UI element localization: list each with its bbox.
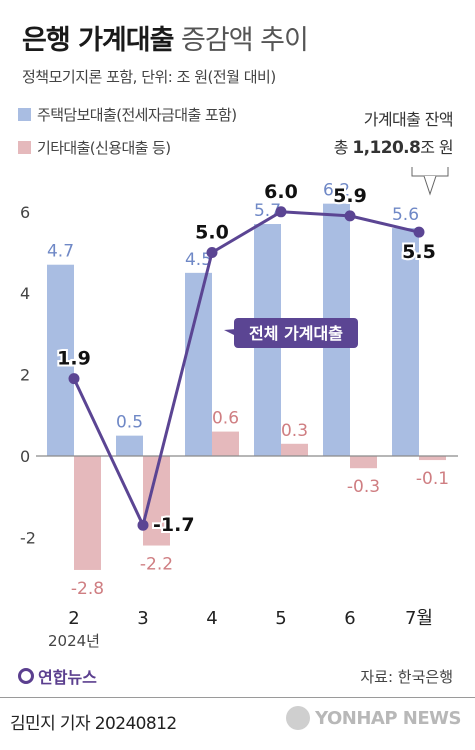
bar-other (212, 431, 239, 456)
point-total (344, 210, 356, 222)
watermark-text: YONHAP NEWS (315, 707, 461, 729)
point-total (413, 226, 425, 238)
chart-area: 6420-24.7-2.80.5-2.24.50.65.70.36.2-0.35… (20, 167, 458, 650)
bar-other (281, 443, 308, 456)
x-tick-label: 7월 (405, 608, 433, 629)
balance-value: 1,120.8 (352, 138, 421, 158)
data-label-mortgage: 4.7 (47, 242, 74, 262)
bar-mortgage (392, 228, 419, 456)
data-label-mortgage: 4.5 (185, 250, 212, 270)
callout-pointer (224, 329, 236, 336)
data-label-other: -2.8 (71, 579, 104, 599)
y-tick-label: 6 (20, 203, 30, 222)
byline: 김민지 기자 20240812 (10, 714, 177, 734)
year-label: 2024년 (48, 632, 100, 650)
logo-text: 연합뉴스 (38, 668, 97, 687)
watermark: YONHAP NEWS (286, 706, 461, 730)
legend-swatch-mortgage (18, 108, 31, 121)
callout-label: 전체 가계대출 (249, 324, 343, 343)
bar-mortgage (116, 435, 143, 456)
y-tick-label: -2 (20, 528, 36, 547)
data-label-other: -0.3 (347, 477, 380, 497)
footer-divider (0, 697, 475, 698)
data-label-other: -2.2 (140, 555, 173, 575)
source-note: 자료: 한국은행 (360, 668, 453, 686)
balance-total: 총 1,120.8조 원 (333, 134, 454, 162)
balance-prefix: 총 (333, 138, 349, 157)
bar-other (350, 456, 377, 469)
bar-mortgage (47, 264, 74, 456)
legend-label-other: 기타대출(신용대출 등) (37, 139, 171, 157)
balance-bracket (411, 167, 449, 177)
callout-box (234, 318, 358, 348)
x-tick-label: 6 (344, 608, 355, 629)
yonhap-logo: 연합뉴스 (18, 664, 97, 688)
title-secondary: 증감액 추이 (181, 25, 309, 56)
page-title: 은행 가계대출 증감액 추이 (22, 18, 309, 57)
title-main: 은행 가계대출 (22, 25, 174, 56)
point-total (206, 247, 218, 258)
data-label-total: 5.5 (402, 241, 436, 263)
logo-icon (18, 668, 34, 684)
line-total (72, 210, 420, 527)
data-label-mortgage: 6.2 (323, 181, 350, 201)
y-tick-label: 2 (20, 366, 30, 385)
x-tick-label: 2 (68, 608, 79, 629)
bar-other (74, 456, 101, 570)
data-label-total: 1.9 (57, 348, 91, 370)
data-label-mortgage: 5.6 (392, 205, 419, 225)
y-tick-label: 0 (20, 447, 30, 466)
legend-label-mortgage: 주택담보대출(전세자금대출 포함) (37, 106, 237, 124)
legend-mortgage: 주택담보대출(전세자금대출 포함) (18, 104, 237, 125)
x-tick-label: 3 (137, 608, 148, 629)
y-tick-label: 4 (20, 284, 30, 303)
data-label-total: 6.0 (264, 181, 298, 203)
point-total (137, 519, 149, 531)
balance-suffix: 조 원 (420, 138, 453, 157)
bar-other (419, 456, 446, 461)
x-tick-label: 5 (275, 608, 286, 629)
data-label-mortgage: 0.5 (116, 413, 143, 433)
data-label-total: -1.7 (153, 514, 195, 536)
balance-pointer (423, 175, 437, 196)
data-label-total: 5.9 (333, 185, 367, 207)
legend-other: 기타대출(신용대출 등) (18, 137, 171, 158)
x-tick-label: 4 (206, 608, 217, 629)
balance-box: 가계대출 잔액 총 1,120.8조 원 (333, 106, 454, 162)
data-label-other: -0.1 (416, 469, 449, 489)
data-label-other: 0.6 (212, 409, 239, 429)
point-total (68, 373, 80, 385)
point-total (275, 206, 287, 218)
legend-swatch-other (18, 141, 31, 154)
balance-label: 가계대출 잔액 (363, 110, 454, 129)
data-label-total: 5.0 (195, 222, 229, 244)
subtitle: 정책모기지론 포함, 단위: 조 원(전월 대비) (22, 68, 276, 86)
watermark-icon (286, 706, 311, 730)
data-label-other: 0.3 (281, 421, 308, 441)
